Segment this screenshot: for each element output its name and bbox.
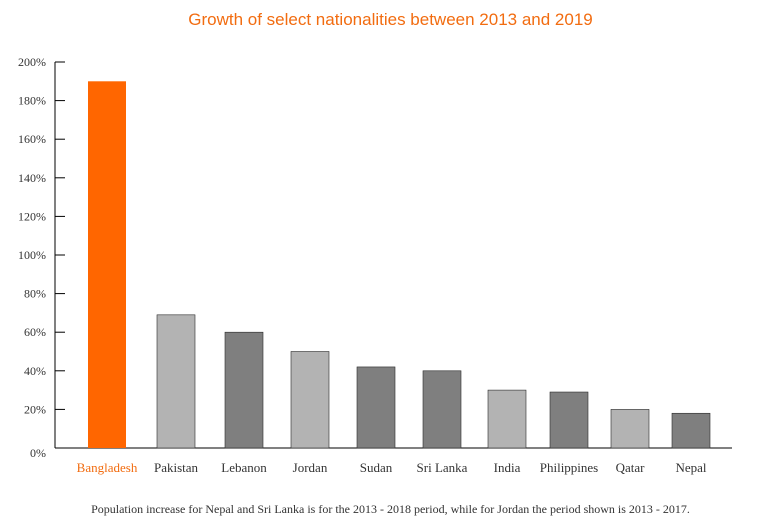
category-label: Pakistan xyxy=(154,460,199,475)
y-tick-label: 200% xyxy=(18,55,46,69)
bar-sudan xyxy=(356,366,396,449)
y-tick-label: 20% xyxy=(24,402,46,416)
category-label: Nepal xyxy=(675,460,706,475)
y-tick-label: 60% xyxy=(24,325,46,339)
bar-lebanon xyxy=(224,331,264,449)
category-label: Jordan xyxy=(293,460,328,475)
chart-title: Growth of select nationalities between 2… xyxy=(188,10,593,29)
bar-bangladesh xyxy=(88,81,126,449)
category-label: Qatar xyxy=(616,460,646,475)
category-label: Bangladesh xyxy=(77,460,138,475)
category-label: Philippines xyxy=(540,460,599,475)
bar-qatar xyxy=(610,409,650,449)
category-label: Sri Lanka xyxy=(417,460,468,475)
y-tick-label: 180% xyxy=(18,94,46,108)
y-tick-label: 100% xyxy=(18,248,46,262)
category-label: Lebanon xyxy=(221,460,267,475)
category-label: Sudan xyxy=(360,460,393,475)
bar-pakistan xyxy=(156,314,196,449)
bar-nepal xyxy=(671,412,711,449)
y-tick-label: 120% xyxy=(18,209,46,223)
bar-jordan xyxy=(290,351,330,449)
y-tick-label: 80% xyxy=(24,287,46,301)
y-tick-label: 160% xyxy=(18,132,46,146)
bar-layer xyxy=(88,81,711,449)
label-layer: Bangladesh Pakistan Lebanon Jordan Sudan Sri … xyxy=(77,460,707,475)
y-tick-label: 140% xyxy=(18,171,46,185)
footnote: Population increase for Nepal and Sri La… xyxy=(91,502,690,516)
bar-india xyxy=(487,389,527,449)
y-tick-label: 0% xyxy=(30,446,46,460)
bar-philippines xyxy=(549,391,589,449)
bar-sri-lanka xyxy=(422,370,462,449)
category-label: India xyxy=(494,460,521,475)
y-tick-label: 40% xyxy=(24,364,46,378)
axis-layer: 0% 20% 40% 60% 80% 100% 120% 140% 160% 180% 200% xyxy=(18,55,732,460)
